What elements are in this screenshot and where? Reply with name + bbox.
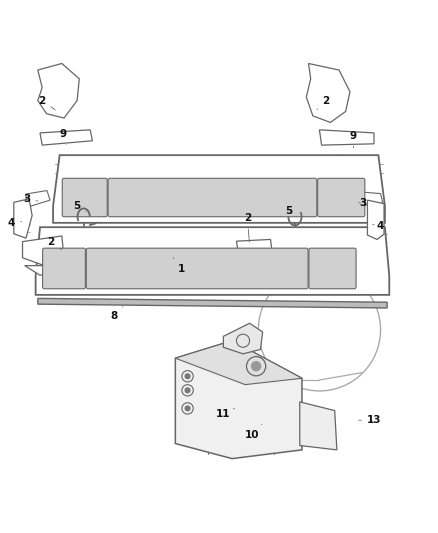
- Polygon shape: [25, 263, 64, 275]
- Circle shape: [184, 373, 191, 379]
- Polygon shape: [237, 239, 272, 255]
- Polygon shape: [300, 402, 337, 450]
- Polygon shape: [26, 190, 50, 206]
- Polygon shape: [348, 191, 383, 207]
- Polygon shape: [223, 323, 263, 354]
- Polygon shape: [306, 63, 350, 123]
- Text: 4: 4: [373, 221, 384, 231]
- Text: 2: 2: [39, 95, 55, 110]
- Polygon shape: [38, 298, 387, 308]
- Circle shape: [184, 405, 191, 411]
- Text: 13: 13: [359, 415, 381, 425]
- Text: 2: 2: [47, 238, 62, 249]
- Polygon shape: [175, 341, 302, 385]
- FancyBboxPatch shape: [62, 179, 107, 217]
- Text: 11: 11: [216, 408, 234, 419]
- Polygon shape: [35, 227, 389, 295]
- Polygon shape: [22, 236, 64, 265]
- Text: 5: 5: [74, 201, 86, 212]
- Polygon shape: [53, 155, 385, 223]
- Text: 3: 3: [23, 194, 38, 204]
- Polygon shape: [40, 130, 92, 145]
- Text: 5: 5: [285, 206, 293, 216]
- Polygon shape: [38, 63, 79, 118]
- Text: 2: 2: [317, 95, 329, 110]
- FancyBboxPatch shape: [42, 248, 85, 289]
- Text: 1: 1: [173, 258, 186, 273]
- Polygon shape: [319, 130, 374, 145]
- Text: 10: 10: [244, 425, 262, 440]
- Circle shape: [251, 361, 261, 372]
- Polygon shape: [367, 200, 384, 239]
- Text: 3: 3: [359, 198, 367, 208]
- Circle shape: [184, 387, 191, 393]
- Polygon shape: [14, 199, 32, 238]
- Text: 9: 9: [59, 129, 66, 144]
- Text: 4: 4: [8, 218, 21, 228]
- Text: 2: 2: [244, 214, 251, 242]
- Text: 9: 9: [350, 131, 357, 148]
- FancyBboxPatch shape: [86, 248, 308, 289]
- FancyBboxPatch shape: [108, 179, 317, 217]
- FancyBboxPatch shape: [309, 248, 356, 289]
- Polygon shape: [175, 341, 302, 458]
- FancyBboxPatch shape: [318, 179, 365, 217]
- Text: 8: 8: [110, 306, 123, 321]
